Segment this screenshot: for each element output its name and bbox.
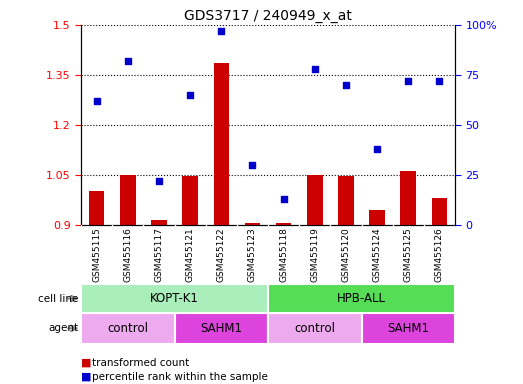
Text: GSM455121: GSM455121 (186, 228, 195, 282)
Text: SAHM1: SAHM1 (387, 322, 429, 335)
Text: ■: ■ (81, 372, 92, 382)
Bar (213, 63, 229, 225)
Point (186, 92, 195, 98)
Text: transformed count: transformed count (92, 358, 189, 368)
Bar (245, 223, 260, 225)
Point (93, 98, 101, 104)
Point (248, 162, 257, 168)
Bar (338, 176, 354, 225)
Text: GSM455125: GSM455125 (404, 228, 413, 282)
Bar (120, 175, 135, 225)
Text: SAHM1: SAHM1 (200, 322, 242, 335)
Bar (151, 220, 167, 225)
Text: GSM455124: GSM455124 (372, 228, 382, 282)
Bar (81, 284, 268, 313)
Point (217, 28, 225, 34)
Text: GSM455118: GSM455118 (279, 228, 288, 283)
Text: GSM455123: GSM455123 (248, 228, 257, 282)
Text: cell line: cell line (38, 293, 78, 304)
Point (279, 195, 288, 202)
Text: HPB-ALL: HPB-ALL (337, 292, 386, 305)
Text: GSM455116: GSM455116 (123, 228, 132, 283)
Text: ■: ■ (81, 358, 92, 368)
Point (123, 58, 132, 64)
Point (311, 66, 319, 72)
Bar (276, 223, 291, 225)
Text: GSM455115: GSM455115 (92, 228, 101, 283)
Bar (431, 198, 447, 225)
Text: agent: agent (48, 323, 78, 333)
Bar (268, 284, 455, 313)
Point (155, 178, 163, 184)
Point (373, 146, 381, 152)
Text: GSM455117: GSM455117 (154, 228, 164, 283)
Bar (307, 175, 323, 225)
Point (342, 82, 350, 88)
Bar (369, 210, 385, 225)
Text: KOPT-K1: KOPT-K1 (150, 292, 199, 305)
Bar (81, 313, 175, 344)
Bar (183, 176, 198, 225)
Bar (89, 191, 105, 225)
Bar (401, 171, 416, 225)
Text: GSM455126: GSM455126 (435, 228, 444, 282)
Point (435, 78, 444, 84)
Text: GSM455120: GSM455120 (342, 228, 350, 282)
Text: control: control (107, 322, 149, 335)
Bar (268, 313, 361, 344)
Point (404, 78, 413, 84)
Text: GSM455122: GSM455122 (217, 228, 226, 282)
Bar (361, 313, 455, 344)
Title: GDS3717 / 240949_x_at: GDS3717 / 240949_x_at (184, 8, 352, 23)
Bar (175, 313, 268, 344)
Text: GSM455119: GSM455119 (310, 228, 319, 283)
Text: percentile rank within the sample: percentile rank within the sample (92, 372, 267, 382)
Text: control: control (294, 322, 335, 335)
